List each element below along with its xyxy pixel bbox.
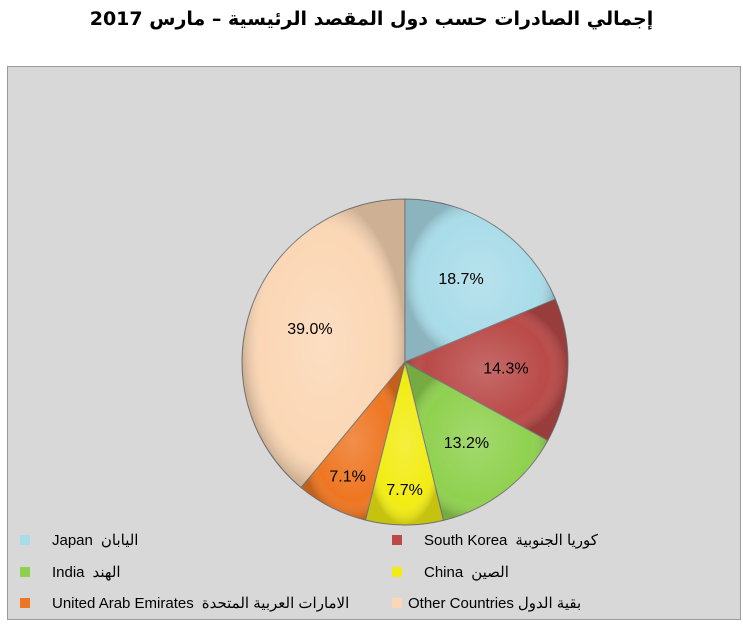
data-label: 7.1%	[329, 469, 365, 486]
legend-item-uae: United Arab Emirates الامارات العربية ال…	[20, 593, 349, 613]
legend-label-ar: اليابان	[100, 532, 139, 549]
pie-slice-shade	[301, 362, 405, 521]
legend-label-en: China	[424, 563, 464, 581]
legend-item-other: Other Countries بقية الدول	[392, 593, 581, 613]
legend-item-china: China الصين	[392, 562, 509, 582]
chart-title: إجمالي الصادرات حسب دول المقصد الرئيسية …	[89, 8, 654, 30]
pie-slice-shade	[405, 299, 569, 441]
pie-slice-shade	[405, 198, 556, 362]
data-label: 39.0%	[287, 321, 332, 338]
legend-marker	[392, 598, 402, 608]
legend-marker	[20, 598, 30, 608]
legend-label-en: Other Countries	[408, 594, 514, 612]
legend-label-en: South Korea	[424, 531, 508, 549]
legend-label-en: India	[52, 563, 85, 581]
pie-slice-shade	[405, 362, 548, 521]
legend-item-south-korea: South Korea كوريا الجنوبية	[392, 530, 598, 550]
data-label: 14.3%	[483, 360, 528, 377]
data-label: 13.2%	[444, 435, 489, 452]
legend-item-japan: Japan اليابان	[20, 530, 138, 550]
legend-label-en: United Arab Emirates	[52, 594, 194, 612]
legend-marker	[392, 567, 402, 577]
pie-slice-shade	[365, 362, 444, 526]
legend-item-india: India الهند	[20, 562, 121, 582]
data-label: 18.7%	[438, 271, 483, 288]
legend-marker	[20, 535, 30, 545]
legend-label-ar: بقية الدول	[517, 595, 582, 612]
legend-label-ar: الامارات العربية المتحدة	[201, 595, 350, 612]
legend-marker	[392, 535, 402, 545]
legend-marker	[20, 567, 30, 577]
legend-label-ar: الصين	[471, 564, 509, 581]
legend-label-ar: الهند	[92, 564, 121, 581]
pie-slice-shade	[242, 199, 405, 488]
legend-label-en: Japan	[52, 531, 93, 549]
data-label: 7.7%	[386, 482, 422, 499]
legend-label-ar: كوريا الجنوبية	[515, 532, 598, 549]
